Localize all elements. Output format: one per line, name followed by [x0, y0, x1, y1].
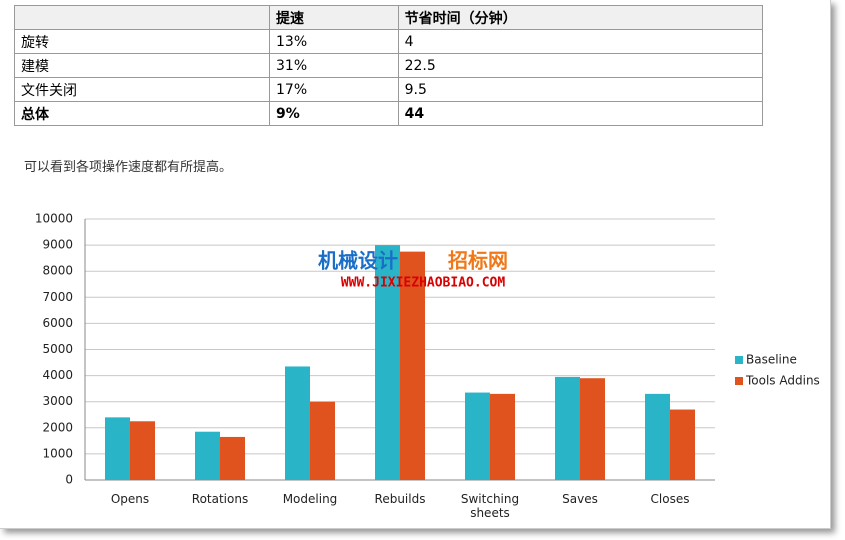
x-tick-label: Saves	[562, 492, 598, 506]
table-cell: 9%	[269, 101, 399, 126]
table-cell: 31%	[269, 53, 399, 78]
y-tick-label: 9000	[42, 238, 73, 252]
table-row: 旋转 13% 4	[14, 29, 764, 54]
bar	[465, 392, 490, 480]
y-tick-label: 1000	[42, 446, 73, 460]
legend-swatch	[735, 356, 743, 364]
table-cell: 总体	[14, 101, 270, 126]
table-row: 总体 9% 44	[14, 101, 764, 126]
header-cell	[14, 5, 270, 30]
table-cell: 17%	[269, 77, 399, 102]
header-cell: 节省时间（分钟）	[397, 5, 764, 30]
watermark-title: 招标网	[448, 249, 508, 273]
legend-swatch	[735, 377, 743, 385]
table-row: 建模 31% 22.5	[14, 53, 764, 78]
x-tick-label: Rotations	[191, 492, 249, 506]
data-table: 提速 节省时间（分钟） 旋转 13% 4 建模 31% 22.5 文件关闭 17% 9.5 总体 9% 4…	[14, 5, 764, 126]
table-cell: 22.5	[397, 53, 764, 78]
table-cell: 13%	[269, 29, 399, 54]
y-tick-label: 8000	[42, 264, 73, 278]
bar	[400, 251, 425, 480]
bar	[375, 245, 400, 480]
x-tick-label: Opens	[110, 492, 150, 506]
x-tick-label: Rebuilds	[374, 492, 426, 506]
legend-label: Tools Addins	[745, 374, 820, 388]
bar	[130, 421, 155, 480]
bar	[285, 366, 310, 480]
chart: 0 1000 2000 3000 4000 5000 6000 7000 8000 9000 100…	[35, 212, 820, 487]
table-cell: 44	[397, 101, 764, 126]
table-cell: 旋转	[14, 29, 270, 54]
x-tick-label: Closes	[650, 492, 690, 506]
y-tick-label: 6000	[42, 316, 73, 330]
table-cell: 4	[397, 29, 764, 54]
y-tick-label: 2000	[42, 420, 73, 434]
x-tick-label: Switching sheets	[460, 492, 520, 520]
watermark-title: 机械设计	[318, 249, 398, 273]
bar	[580, 378, 605, 480]
bar	[105, 417, 130, 480]
legend-label: Baseline	[746, 353, 797, 367]
table-row: 文件关闭 17% 9.5	[14, 77, 764, 102]
watermark-url: WWW.JIXIEZHAOBIAO.COM	[341, 276, 506, 291]
bar	[490, 393, 515, 480]
bar	[555, 376, 580, 480]
table-cell: 9.5	[397, 77, 764, 102]
y-tick-label: 3000	[42, 394, 73, 408]
y-tick-label: 7000	[42, 290, 73, 304]
y-tick-label: 0	[65, 473, 73, 487]
bar	[195, 431, 220, 480]
bar	[220, 436, 245, 480]
paragraph: 可以看到各项操作速度都有所提高。	[24, 160, 233, 175]
y-tick-label: 5000	[42, 342, 73, 356]
y-tick-label: 4000	[42, 368, 73, 382]
x-tick-label: Modeling	[282, 492, 338, 506]
bar	[670, 409, 695, 480]
header-cell: 提速	[269, 5, 399, 30]
table-cell: 建模	[14, 53, 270, 78]
table-cell: 文件关闭	[14, 77, 270, 102]
y-tick-label: 10000	[35, 212, 73, 226]
bar	[310, 401, 335, 480]
frame	[0, 0, 831, 529]
bar	[645, 393, 670, 480]
